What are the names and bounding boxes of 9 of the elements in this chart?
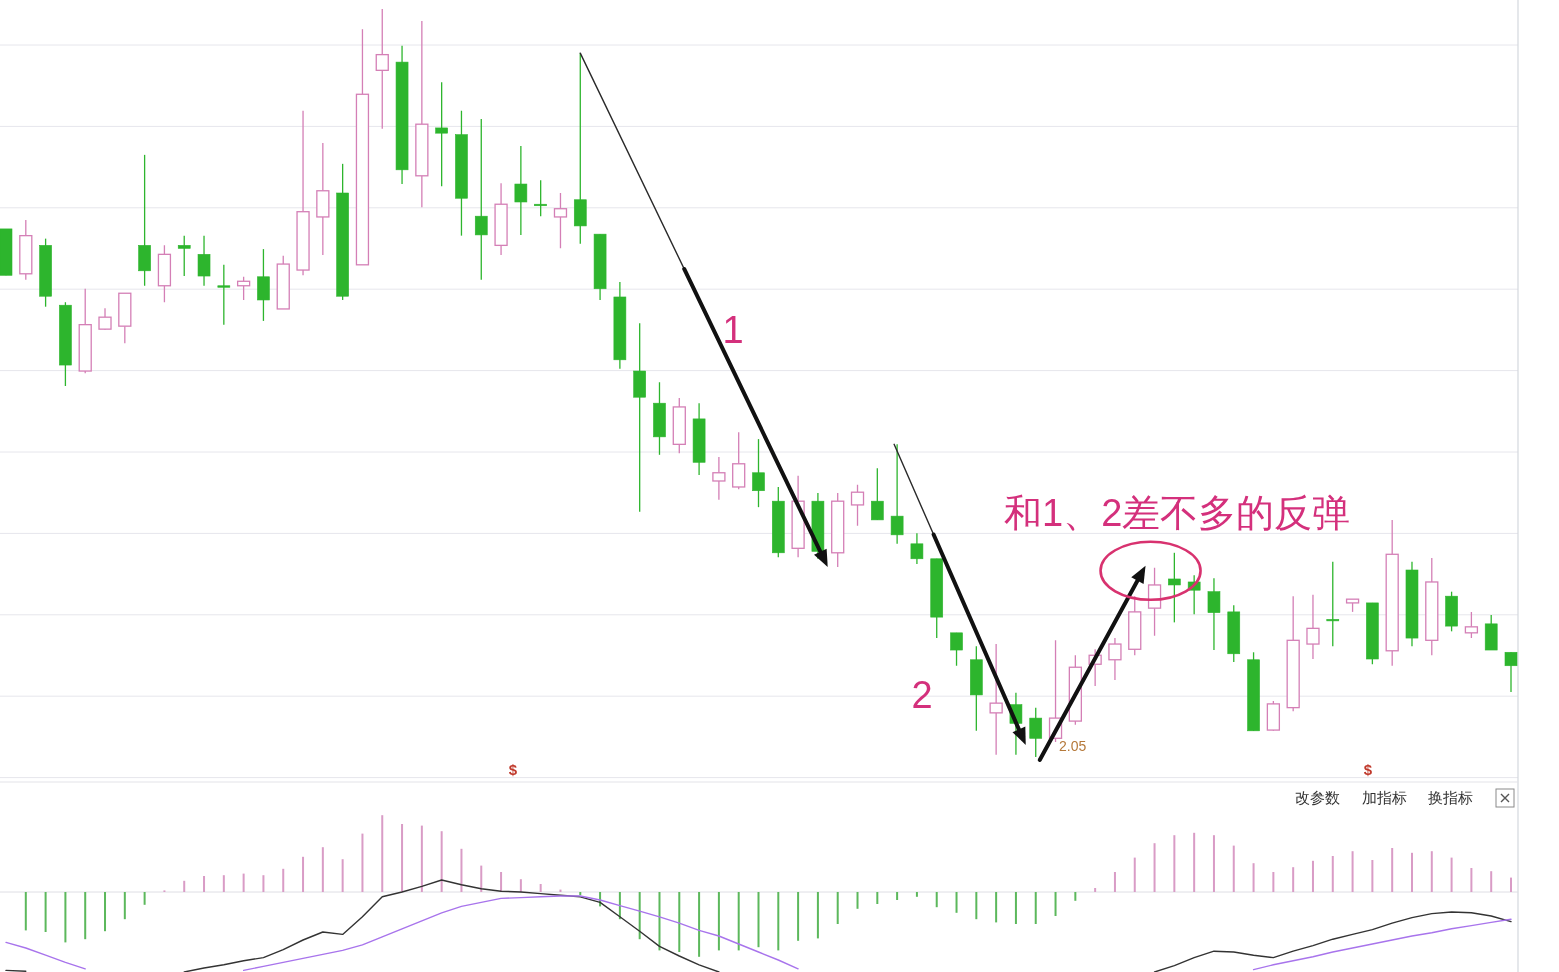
annotation: $: [1363, 761, 1373, 778]
annotation: 2.05: [1059, 738, 1087, 754]
annotation: 2: [911, 674, 933, 716]
annotation: 改参数: [1295, 789, 1340, 806]
annotation: 加指标: [1362, 789, 1407, 806]
annotation: $: [508, 761, 518, 778]
annotation: 1: [722, 309, 744, 351]
annotation: 和1、2差不多的反弹: [1004, 492, 1351, 534]
annotation: 换指标: [1428, 789, 1473, 806]
